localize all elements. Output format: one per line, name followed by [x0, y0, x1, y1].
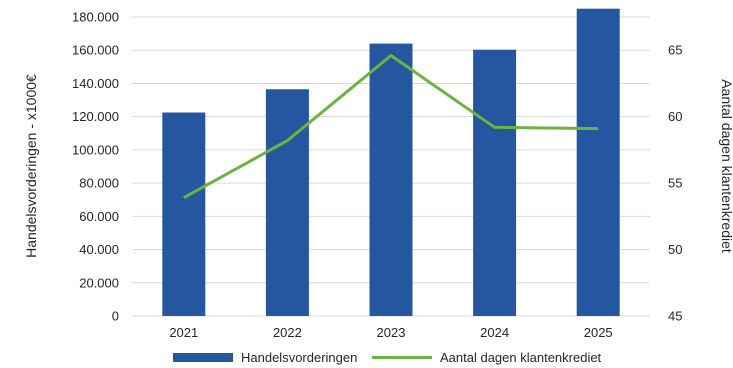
legend: Handelsvorderingen Aantal dagen klantenk… [173, 350, 602, 365]
y-tick-label: 20.000 [79, 275, 119, 290]
y-tick-label: 40.000 [79, 242, 119, 257]
x-tick-label: 2021 [169, 325, 198, 340]
y-tick-label: 80.000 [79, 176, 119, 191]
y-tick-label: 180.000 [72, 10, 119, 25]
left-axis-ticks: 0 20.000 40.000 60.000 80.000 100.000 120.000 1… [72, 10, 119, 324]
y-tick-label: 140.000 [72, 76, 119, 91]
y-tick-label: 120.000 [72, 109, 119, 124]
legend-label-bars: Handelsvorderingen [241, 350, 357, 365]
bar [576, 8, 620, 316]
y2-tick-label: 45 [668, 309, 682, 324]
y-tick-label: 160.000 [72, 43, 119, 58]
y2-tick-label: 50 [668, 242, 682, 257]
bar [473, 49, 517, 317]
y2-tick-label: 60 [668, 109, 682, 124]
bar [265, 89, 309, 316]
legend-label-line: Aantal dagen klantenkrediet [440, 350, 602, 365]
bar [369, 43, 413, 316]
bar [162, 112, 206, 316]
right-axis-ticks: 45 50 55 60 65 [668, 43, 682, 324]
y-tick-label: 0 [112, 309, 119, 324]
y2-tick-label: 55 [668, 176, 682, 191]
x-tick-label: 2024 [480, 325, 509, 340]
left-axis-title: Handelsvorderingen - x1000€ [23, 74, 39, 258]
x-tick-label: 2023 [377, 325, 406, 340]
bar-series [162, 8, 620, 317]
line-series [183, 54, 599, 200]
y2-tick-label: 65 [668, 43, 682, 58]
x-tick-label: 2022 [273, 325, 302, 340]
y-tick-label: 60.000 [79, 209, 119, 224]
right-axis-title: Aantal dagen klantenkrediet [719, 79, 733, 253]
x-axis-ticks: 2021 2022 2023 2024 2025 [169, 325, 612, 340]
x-tick-label: 2025 [584, 325, 613, 340]
y-tick-label: 100.000 [72, 142, 119, 157]
legend-swatch-bars [173, 353, 233, 362]
